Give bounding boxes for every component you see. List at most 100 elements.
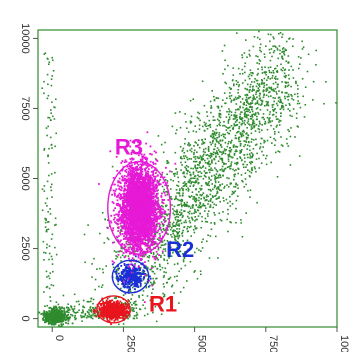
event-point <box>184 219 187 222</box>
event-point <box>41 317 44 320</box>
event-point <box>43 185 46 187</box>
event-point <box>165 205 167 208</box>
event-point <box>162 205 164 208</box>
event-point <box>213 223 216 225</box>
event-point <box>182 147 185 150</box>
event-point <box>160 221 163 223</box>
event-point <box>209 152 212 155</box>
event-point <box>176 184 178 187</box>
event-point <box>130 269 133 272</box>
event-point <box>163 271 165 273</box>
event-point <box>194 251 196 254</box>
event-point <box>112 177 115 179</box>
event-point <box>283 75 286 78</box>
event-point <box>258 131 261 133</box>
event-point <box>207 146 210 148</box>
event-point <box>218 134 220 136</box>
event-point <box>211 90 213 92</box>
event-point <box>109 305 112 308</box>
event-point <box>126 312 128 315</box>
event-point <box>251 108 253 111</box>
event-point <box>44 313 46 316</box>
event-point <box>70 306 73 308</box>
event-point <box>115 272 117 274</box>
event-point <box>101 302 104 305</box>
event-point <box>193 160 195 163</box>
event-point <box>285 74 287 77</box>
event-point <box>105 306 108 308</box>
event-point <box>138 247 141 249</box>
event-point <box>194 155 197 158</box>
event-point <box>214 145 216 147</box>
event-point <box>177 176 179 179</box>
event-point <box>121 310 123 313</box>
event-point <box>238 138 240 140</box>
event-point <box>239 101 242 103</box>
event-point <box>228 155 231 157</box>
event-point <box>218 114 221 116</box>
event-point <box>172 249 175 252</box>
event-point <box>237 167 239 170</box>
event-point <box>269 78 271 80</box>
event-point <box>216 140 218 143</box>
event-point <box>98 302 101 305</box>
event-point <box>272 72 275 74</box>
event-point <box>184 264 187 267</box>
event-point <box>296 92 299 95</box>
event-point <box>127 236 130 239</box>
event-point <box>194 227 197 229</box>
event-point <box>46 276 48 278</box>
event-point <box>148 256 150 259</box>
event-point <box>53 305 55 308</box>
event-point <box>66 306 69 309</box>
event-point <box>209 156 212 159</box>
event-point <box>249 175 251 178</box>
event-point <box>149 284 151 287</box>
event-point <box>49 208 51 210</box>
event-point <box>244 87 246 90</box>
event-point <box>123 263 126 265</box>
event-point <box>113 316 116 319</box>
event-point <box>265 104 268 107</box>
event-point <box>164 243 167 245</box>
event-point <box>252 96 255 99</box>
event-point <box>224 141 227 144</box>
event-point <box>103 303 105 306</box>
event-point <box>208 150 210 152</box>
event-point <box>115 296 117 298</box>
event-point <box>239 156 241 158</box>
event-point <box>180 267 182 270</box>
event-point <box>173 198 176 201</box>
event-point <box>82 311 84 314</box>
event-point <box>123 284 126 287</box>
event-point <box>149 299 152 302</box>
event-point <box>224 133 226 136</box>
event-point <box>81 320 83 322</box>
event-point <box>147 285 150 288</box>
event-point <box>131 283 134 285</box>
event-point <box>136 317 138 319</box>
event-point <box>139 280 141 282</box>
event-point <box>59 310 62 313</box>
event-point <box>249 115 252 118</box>
event-point <box>177 219 179 222</box>
event-point <box>113 241 116 244</box>
event-point <box>149 246 151 249</box>
event-point <box>254 167 256 170</box>
event-point <box>133 285 136 288</box>
event-point <box>88 313 90 316</box>
event-point <box>284 85 287 87</box>
event-point <box>246 115 248 117</box>
event-point <box>163 293 166 296</box>
event-point <box>276 65 279 67</box>
event-point <box>241 122 243 125</box>
event-point <box>182 286 185 289</box>
event-point <box>51 263 54 265</box>
event-point <box>50 255 53 258</box>
event-point <box>206 115 209 117</box>
event-point <box>121 250 123 253</box>
event-point <box>209 199 212 201</box>
event-point <box>89 310 92 312</box>
event-point <box>221 50 224 52</box>
event-point <box>148 255 151 257</box>
